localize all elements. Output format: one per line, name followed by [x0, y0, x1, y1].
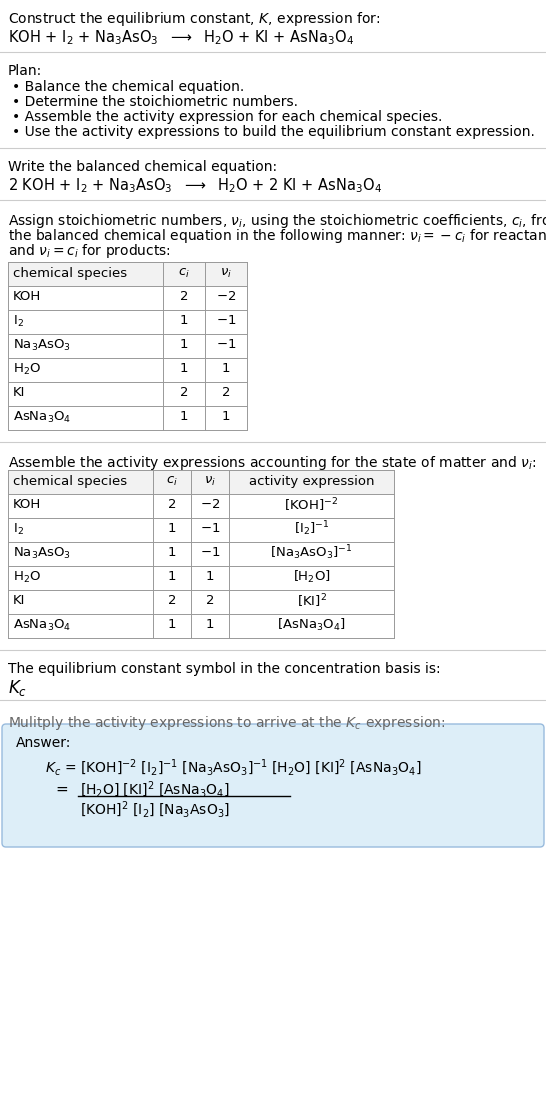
- Text: H$_2$O: H$_2$O: [13, 569, 41, 585]
- Text: 1: 1: [168, 619, 176, 632]
- Text: KOH: KOH: [13, 290, 41, 303]
- Text: $\nu_i$: $\nu_i$: [204, 474, 216, 488]
- Text: Plan:: Plan:: [8, 64, 42, 78]
- Text: AsNa$_3$O$_4$: AsNa$_3$O$_4$: [13, 409, 72, 425]
- Text: • Determine the stoichiometric numbers.: • Determine the stoichiometric numbers.: [12, 95, 298, 109]
- Text: Assign stoichiometric numbers, $\nu_i$, using the stoichiometric coefficients, $: Assign stoichiometric numbers, $\nu_i$, …: [8, 212, 546, 231]
- Text: Construct the equilibrium constant, $K$, expression for:: Construct the equilibrium constant, $K$,…: [8, 10, 381, 28]
- Text: 2 KOH + I$_2$ + Na$_3$AsO$_3$  $\longrightarrow$  H$_2$O + 2 KI + AsNa$_3$O$_4$: 2 KOH + I$_2$ + Na$_3$AsO$_3$ $\longrigh…: [8, 176, 382, 195]
- Text: AsNa$_3$O$_4$: AsNa$_3$O$_4$: [13, 618, 72, 632]
- Bar: [8, 470, 394, 494]
- Text: Write the balanced chemical equation:: Write the balanced chemical equation:: [8, 160, 277, 174]
- Text: Na$_3$AsO$_3$: Na$_3$AsO$_3$: [13, 546, 71, 560]
- Text: $c_i$: $c_i$: [178, 267, 190, 279]
- Text: 1: 1: [222, 363, 230, 375]
- Text: KI: KI: [13, 595, 25, 608]
- Text: $-1$: $-1$: [216, 314, 236, 328]
- Text: chemical species: chemical species: [13, 474, 127, 488]
- Text: =: =: [55, 782, 68, 796]
- Text: activity expression: activity expression: [249, 474, 374, 488]
- Text: $-1$: $-1$: [216, 339, 236, 352]
- Text: 2: 2: [180, 290, 188, 303]
- Text: [I$_2$]$^{-1}$: [I$_2$]$^{-1}$: [294, 520, 329, 538]
- Text: 1: 1: [168, 523, 176, 535]
- Text: The equilibrium constant symbol in the concentration basis is:: The equilibrium constant symbol in the c…: [8, 662, 441, 676]
- Text: 1: 1: [222, 410, 230, 424]
- Text: the balanced chemical equation in the following manner: $\nu_i = -c_i$ for react: the balanced chemical equation in the fo…: [8, 227, 546, 245]
- Text: Mulitply the activity expressions to arrive at the $K_c$ expression:: Mulitply the activity expressions to arr…: [8, 714, 446, 732]
- Text: [Na$_3$AsO$_3$]$^{-1}$: [Na$_3$AsO$_3$]$^{-1}$: [270, 544, 353, 563]
- Text: 2: 2: [222, 386, 230, 399]
- Text: [AsNa$_3$O$_4$]: [AsNa$_3$O$_4$]: [277, 617, 346, 633]
- Text: I$_2$: I$_2$: [13, 313, 24, 329]
- Text: KI: KI: [13, 386, 25, 399]
- Text: Answer:: Answer:: [16, 736, 72, 750]
- Text: 2: 2: [180, 386, 188, 399]
- Text: 1: 1: [180, 339, 188, 352]
- Text: 2: 2: [168, 595, 176, 608]
- Text: [H$_2$O]: [H$_2$O]: [293, 569, 330, 585]
- Text: [KI]$^2$: [KI]$^2$: [296, 592, 327, 610]
- Text: • Balance the chemical equation.: • Balance the chemical equation.: [12, 81, 244, 94]
- Text: $-1$: $-1$: [200, 523, 220, 535]
- Text: 1: 1: [206, 619, 214, 632]
- Text: 1: 1: [180, 410, 188, 424]
- Text: $\nu_i$: $\nu_i$: [220, 267, 232, 279]
- Text: Assemble the activity expressions accounting for the state of matter and $\nu_i$: Assemble the activity expressions accoun…: [8, 454, 536, 472]
- Text: 1: 1: [180, 314, 188, 328]
- Text: [KOH]$^{-2}$: [KOH]$^{-2}$: [284, 496, 339, 514]
- FancyBboxPatch shape: [2, 724, 544, 847]
- Text: and $\nu_i = c_i$ for products:: and $\nu_i = c_i$ for products:: [8, 242, 171, 260]
- Text: $K_c$ = [KOH]$^{-2}$ [I$_2$]$^{-1}$ [Na$_3$AsO$_3$]$^{-1}$ [H$_2$O] [KI]$^2$ [As: $K_c$ = [KOH]$^{-2}$ [I$_2$]$^{-1}$ [Na$…: [45, 758, 422, 779]
- Text: 1: 1: [168, 570, 176, 583]
- Text: [H$_2$O] [KI]$^2$ [AsNa$_3$O$_4$]: [H$_2$O] [KI]$^2$ [AsNa$_3$O$_4$]: [80, 780, 230, 801]
- Text: • Assemble the activity expression for each chemical species.: • Assemble the activity expression for e…: [12, 110, 442, 124]
- Text: $K_c$: $K_c$: [8, 678, 27, 698]
- Text: I$_2$: I$_2$: [13, 522, 24, 536]
- Text: 2: 2: [206, 595, 214, 608]
- Text: $c_i$: $c_i$: [166, 474, 178, 488]
- Text: • Use the activity expressions to build the equilibrium constant expression.: • Use the activity expressions to build …: [12, 125, 535, 139]
- Text: [KOH]$^2$ [I$_2$] [Na$_3$AsO$_3$]: [KOH]$^2$ [I$_2$] [Na$_3$AsO$_3$]: [80, 800, 230, 821]
- Text: KOH + I$_2$ + Na$_3$AsO$_3$  $\longrightarrow$  H$_2$O + KI + AsNa$_3$O$_4$: KOH + I$_2$ + Na$_3$AsO$_3$ $\longrighta…: [8, 28, 354, 46]
- Text: 1: 1: [206, 570, 214, 583]
- Text: Na$_3$AsO$_3$: Na$_3$AsO$_3$: [13, 338, 71, 353]
- Text: $-1$: $-1$: [200, 546, 220, 559]
- Text: 1: 1: [180, 363, 188, 375]
- Text: chemical species: chemical species: [13, 267, 127, 279]
- Text: 2: 2: [168, 499, 176, 512]
- Text: KOH: KOH: [13, 499, 41, 512]
- Text: 1: 1: [168, 546, 176, 559]
- Bar: [8, 263, 247, 286]
- Text: $-2$: $-2$: [200, 499, 220, 512]
- Text: H$_2$O: H$_2$O: [13, 362, 41, 376]
- Text: $-2$: $-2$: [216, 290, 236, 303]
